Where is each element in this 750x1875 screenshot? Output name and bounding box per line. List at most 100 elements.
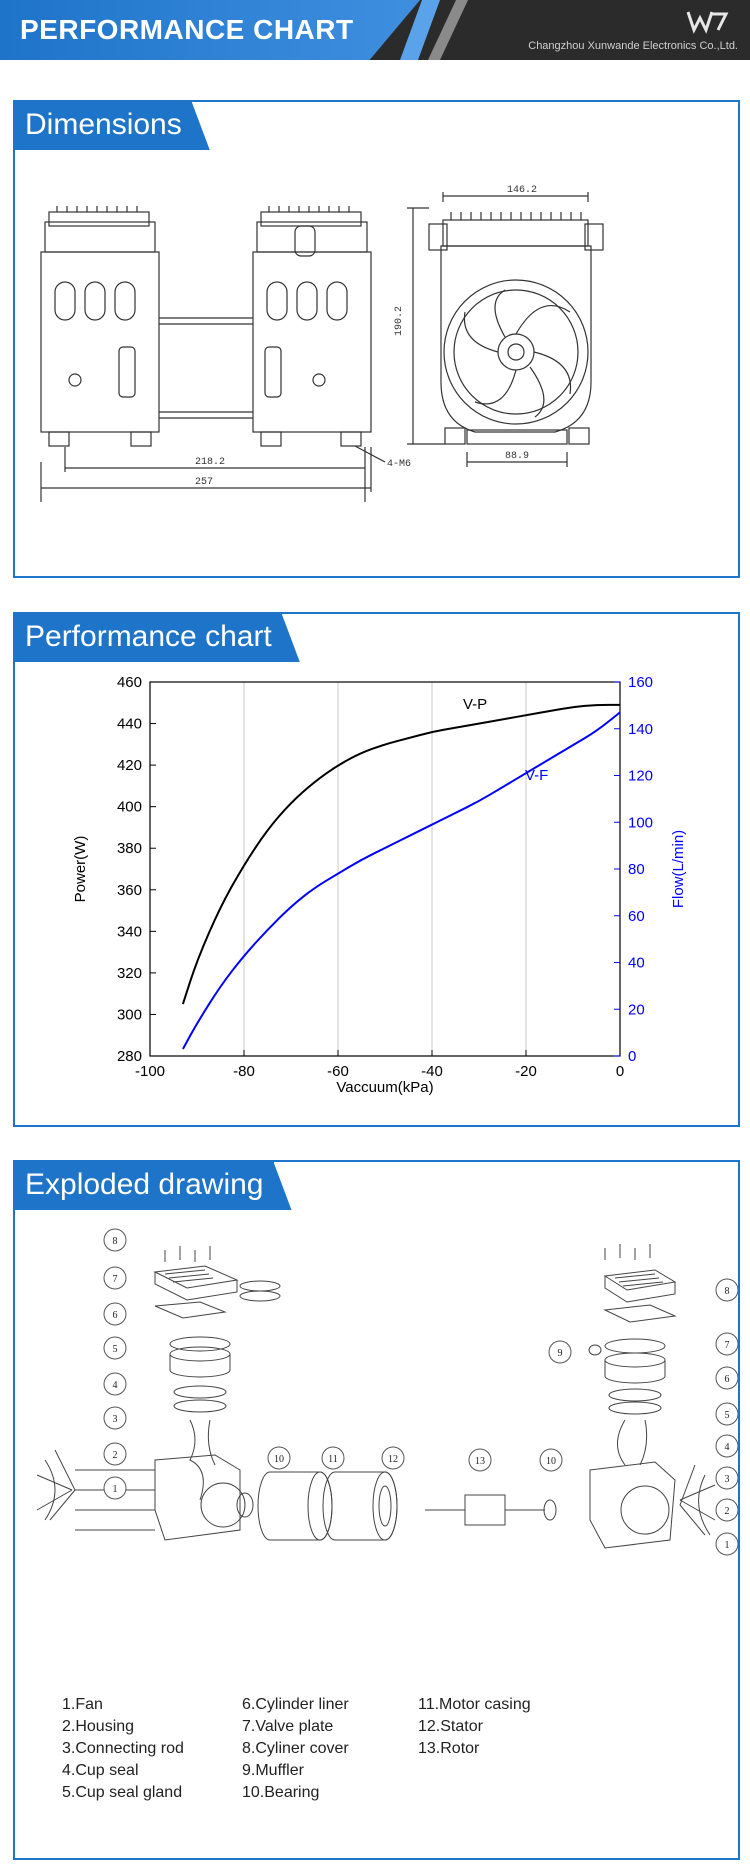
y-tick-label: 420 xyxy=(117,757,142,774)
legend-item: 2.Housing xyxy=(62,1718,135,1735)
callout-1: 1 xyxy=(103,1476,127,1500)
series-line-v-p xyxy=(181,703,620,1005)
legend-item: 11.Motor casing xyxy=(418,1696,531,1713)
legend-item: 4.Cup seal xyxy=(62,1762,139,1779)
legend-column-3: 11.Motor casing 12.Stator 13.Rotor xyxy=(418,1694,531,1760)
y2-tick-label: 100 xyxy=(628,814,653,831)
callout-10: 10 xyxy=(539,1448,563,1472)
legend-item: 1.Fan xyxy=(62,1696,103,1713)
svg-text:1: 1 xyxy=(725,1540,730,1551)
x-tick-label: -100 xyxy=(135,1063,165,1080)
callout-8: 8 xyxy=(103,1228,127,1252)
dim-holes: 4-M6 xyxy=(387,459,411,470)
dimensions-section: Dimensions xyxy=(13,100,740,578)
exploded-drawing: 8 7 6 5 4 3 2 1 10 11 12 13 10 8 7 6 5 4 3 2 1 9 xyxy=(36,1228,738,1556)
legend-item: 5.Cup seal gland xyxy=(62,1784,183,1801)
callout-3: 3 xyxy=(103,1406,127,1430)
legend-item: 6.Cylinder liner xyxy=(242,1696,349,1713)
callout-3: 3 xyxy=(715,1466,738,1490)
dim-length-inner: 218.2 xyxy=(195,457,225,468)
svg-text:12: 12 xyxy=(388,1454,398,1465)
x-tick-label: -60 xyxy=(327,1063,349,1080)
x-tick-label: 0 xyxy=(616,1063,624,1080)
legend-item: 8.Cyliner cover xyxy=(242,1740,349,1757)
legend-item: 7.Valve plate xyxy=(242,1718,334,1735)
y2-tick-label: 40 xyxy=(628,955,645,972)
y2-tick-label: 120 xyxy=(628,768,653,785)
callout-5: 5 xyxy=(715,1402,738,1426)
performance-section: Performance chart -100 -80 -60 -40 -20 0 460 44… xyxy=(13,612,740,1127)
y-tick-label: 400 xyxy=(117,799,142,816)
legend-item: 12.Stator xyxy=(418,1718,483,1735)
svg-text:1: 1 xyxy=(113,1484,118,1495)
dim-height: 190.2 xyxy=(394,306,405,336)
y2-tick-label: 140 xyxy=(628,721,653,738)
callout-7: 7 xyxy=(103,1266,127,1290)
svg-text:4: 4 xyxy=(113,1380,118,1391)
y-tick-label: 340 xyxy=(117,923,142,940)
x-axis-label: Vaccuum(kPa) xyxy=(336,1079,433,1096)
svg-text:3: 3 xyxy=(113,1414,118,1425)
legend-column-2: 6.Cylinder liner 7.Valve plate 8.Cyliner… xyxy=(242,1694,349,1804)
callout-6: 6 xyxy=(103,1302,127,1326)
company-name: Changzhou Xunwande Electronics Co.,Ltd. xyxy=(528,40,738,52)
y2-tick-label: 20 xyxy=(628,1001,645,1018)
dim-width-top: 146.2 xyxy=(507,185,537,196)
svg-text:5: 5 xyxy=(725,1410,730,1421)
series-label-vp: V-P xyxy=(463,696,487,713)
legend-item: 13.Rotor xyxy=(418,1740,480,1757)
page-title: PERFORMANCE CHART xyxy=(20,14,354,45)
callout-6: 6 xyxy=(715,1366,738,1390)
svg-text:2: 2 xyxy=(725,1506,730,1517)
callout-7: 7 xyxy=(715,1332,738,1356)
svg-text:6: 6 xyxy=(725,1374,730,1385)
performance-chart: -100 -80 -60 -40 -20 046044042040038036034032… xyxy=(72,674,687,1096)
dimension-drawing: 146.2 190.2 88.9 218.2 257 4-M6 xyxy=(40,185,604,502)
svg-text:5: 5 xyxy=(113,1344,118,1355)
company-logo xyxy=(686,11,729,34)
svg-text:9: 9 xyxy=(558,1348,563,1359)
section-title-performance: Performance chart xyxy=(15,614,282,662)
section-title-exploded: Exploded drawing xyxy=(15,1162,274,1210)
y-tick-label: 440 xyxy=(117,716,142,733)
svg-text:7: 7 xyxy=(725,1340,730,1351)
legend-item: 3.Connecting rod xyxy=(62,1740,184,1757)
svg-text:6: 6 xyxy=(113,1310,118,1321)
callout-10: 10 xyxy=(267,1446,291,1470)
y-tick-label: 380 xyxy=(117,840,142,857)
svg-text:8: 8 xyxy=(725,1286,730,1297)
series-label-vf: V-F xyxy=(525,767,548,784)
y-tick-label: 280 xyxy=(117,1048,142,1065)
svg-text:13: 13 xyxy=(475,1456,485,1467)
header-banner: PERFORMANCE CHART Changzhou Xunwande Ele… xyxy=(0,0,750,60)
y-axis-label: Power(W) xyxy=(72,836,89,903)
x-tick-label: -20 xyxy=(515,1063,537,1080)
callout-4: 4 xyxy=(715,1434,738,1458)
y-tick-label: 360 xyxy=(117,882,142,899)
callout-1: 1 xyxy=(715,1532,738,1556)
svg-text:4: 4 xyxy=(725,1442,730,1453)
series-line-v-f xyxy=(182,711,621,1050)
svg-text:10: 10 xyxy=(274,1454,284,1465)
callout-5: 5 xyxy=(103,1336,127,1360)
callout-13: 13 xyxy=(468,1448,492,1472)
section-title-dimensions: Dimensions xyxy=(15,102,192,150)
callout-2: 2 xyxy=(715,1498,738,1522)
legend-item: 9.Muffler xyxy=(242,1762,304,1779)
svg-text:11: 11 xyxy=(328,1454,338,1465)
y2-tick-label: 160 xyxy=(628,674,653,691)
callout-9: 9 xyxy=(548,1340,572,1364)
svg-text:8: 8 xyxy=(113,1236,118,1247)
callout-2: 2 xyxy=(103,1442,127,1466)
legend-column-1: 1.Fan 2.Housing 3.Connecting rod 4.Cup s… xyxy=(62,1694,184,1804)
y2-tick-label: 0 xyxy=(628,1048,636,1065)
callout-12: 12 xyxy=(381,1446,405,1470)
callout-8: 8 xyxy=(715,1278,738,1302)
svg-text:7: 7 xyxy=(113,1274,118,1285)
y2-tick-label: 80 xyxy=(628,861,645,878)
svg-text:2: 2 xyxy=(113,1450,118,1461)
legend-item: 10.Bearing xyxy=(242,1784,320,1801)
exploded-section: Exploded drawing xyxy=(13,1160,740,1860)
y2-axis-label: Flow(L/min) xyxy=(670,830,687,908)
y2-tick-label: 60 xyxy=(628,908,645,925)
